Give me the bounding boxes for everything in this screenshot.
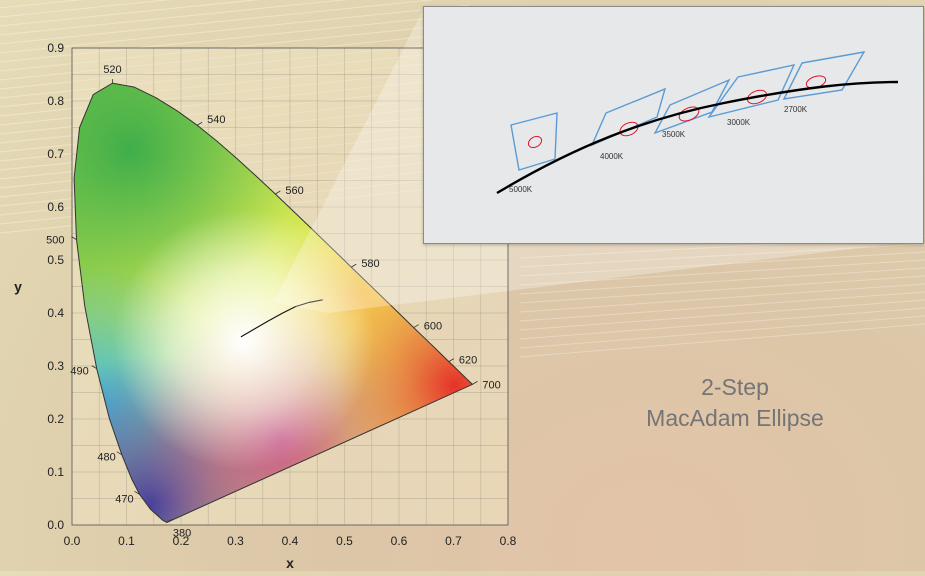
planckian-locus bbox=[240, 299, 323, 338]
wavelength-tick bbox=[413, 324, 419, 328]
wavelength-label: 490 bbox=[70, 366, 88, 378]
wavelength-tick bbox=[351, 263, 357, 268]
y-tick-label: 0.7 bbox=[47, 147, 64, 161]
x-tick-label: 0.6 bbox=[391, 534, 408, 548]
y-axis-label: y bbox=[14, 279, 22, 295]
wavelength-tick bbox=[166, 519, 173, 523]
stripe bbox=[519, 315, 925, 349]
inset-plot: 5000K 4000K 3500K 3000K 2700K bbox=[496, 51, 899, 195]
isotemperature-box bbox=[590, 87, 667, 147]
stripe bbox=[519, 323, 925, 358]
wavelength-tick bbox=[71, 236, 77, 240]
y-tick-label: 0.9 bbox=[47, 41, 64, 55]
stripe bbox=[0, 0, 348, 36]
isotemperature-box bbox=[707, 64, 796, 119]
stripe bbox=[519, 243, 925, 268]
wavelength-tick bbox=[275, 190, 281, 195]
x-tick-label: 0.0 bbox=[64, 534, 81, 548]
isotemperature-box bbox=[653, 78, 731, 135]
y-tick-label: 0.4 bbox=[47, 306, 64, 320]
stripe bbox=[519, 267, 925, 295]
wavelength-tick bbox=[91, 365, 97, 369]
axes: 0.0 0.1 0.2 0.3 0.4 0.5 0.6 0.7 0.8 0.0 0.1 0.2 0.3 0… bbox=[14, 41, 517, 571]
y-tick-label: 0.0 bbox=[47, 518, 64, 532]
stripe bbox=[0, 0, 260, 27]
isotemperature-box bbox=[782, 51, 866, 100]
isotemperature-box bbox=[510, 112, 558, 171]
wavelength-tick bbox=[116, 451, 122, 456]
wavelength-label: 470 bbox=[115, 493, 133, 505]
macadam-ellipse bbox=[746, 89, 768, 105]
caption-line-2: MacAdam Ellipse bbox=[646, 405, 824, 431]
stripe bbox=[519, 299, 925, 331]
wavelength-tick bbox=[134, 491, 140, 495]
x-tick-label: 0.4 bbox=[282, 534, 299, 548]
wavelength-label: 560 bbox=[285, 185, 303, 197]
wavelength-label: 500 bbox=[46, 235, 64, 247]
wavelength-label: 540 bbox=[207, 114, 225, 126]
y-tick-label: 0.6 bbox=[47, 200, 64, 214]
cct-label: 2700K bbox=[784, 105, 808, 114]
wavelength-label: 700 bbox=[482, 379, 500, 391]
wavelength-label: 380 bbox=[173, 527, 191, 539]
cct-label: 5000K bbox=[509, 185, 533, 194]
x-tick-label: 0.5 bbox=[336, 534, 353, 548]
zoom-inset: 5000K 4000K 3500K 3000K 2700K bbox=[423, 6, 924, 244]
y-tick-label: 0.5 bbox=[47, 253, 64, 267]
wavelength-label: 520 bbox=[103, 64, 121, 76]
stripe bbox=[519, 251, 925, 277]
spectral-locus-outline bbox=[73, 82, 474, 523]
wavelength-tick bbox=[472, 381, 478, 385]
cct-label: 4000K bbox=[600, 152, 624, 161]
stripe bbox=[0, 0, 172, 18]
stripe bbox=[519, 275, 925, 304]
y-tick-label: 0.2 bbox=[47, 412, 64, 426]
caption: 2-Step MacAdam Ellipse bbox=[620, 372, 850, 434]
x-tick-label: 0.2 bbox=[173, 534, 190, 548]
y-tick-label: 0.8 bbox=[47, 94, 64, 108]
y-tick-label: 0.1 bbox=[47, 465, 64, 479]
wavelength-label: 600 bbox=[424, 321, 442, 333]
wavelength-tick bbox=[448, 358, 455, 362]
stripe bbox=[519, 259, 925, 286]
stripe bbox=[519, 283, 925, 313]
cct-label: 3000K bbox=[727, 118, 751, 127]
x-tick-label: 0.3 bbox=[227, 534, 244, 548]
x-tick-label: 0.8 bbox=[500, 534, 517, 548]
stripe bbox=[0, 0, 84, 9]
x-axis-label: x bbox=[286, 555, 294, 571]
cct-label: 3500K bbox=[662, 130, 686, 139]
y-tick-label: 0.3 bbox=[47, 359, 64, 373]
plot-frame bbox=[71, 47, 509, 526]
x-tick-label: 0.7 bbox=[445, 534, 462, 548]
stripe bbox=[519, 307, 925, 340]
wavelength-label: 480 bbox=[97, 452, 115, 464]
caption-line-1: 2-Step bbox=[701, 374, 769, 400]
planckian-curve bbox=[496, 80, 899, 195]
wavelength-label: 580 bbox=[361, 258, 379, 270]
macadam-ellipse bbox=[527, 135, 543, 149]
stripe bbox=[0, 4, 471, 54]
stripe bbox=[519, 291, 925, 322]
wavelength-labels: 380 470 480 490 500 520 540 560 580 600 620 700 bbox=[46, 64, 501, 539]
wavelength-tick bbox=[196, 121, 203, 126]
wavelength-label: 620 bbox=[459, 355, 477, 367]
stripe bbox=[0, 0, 436, 45]
x-tick-label: 0.1 bbox=[118, 534, 135, 548]
